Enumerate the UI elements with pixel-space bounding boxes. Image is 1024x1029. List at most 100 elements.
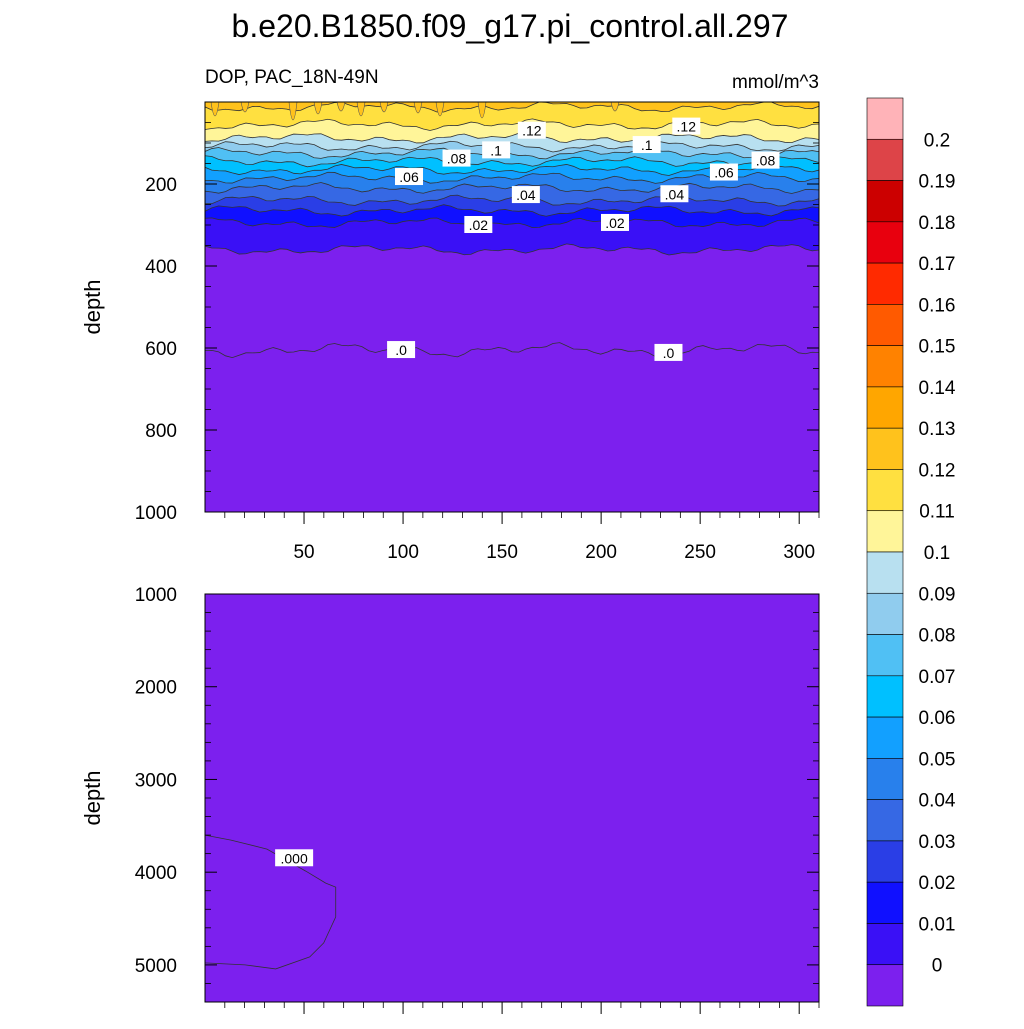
colorbar-swatch xyxy=(866,675,904,718)
colorbar-label: 0.11 xyxy=(919,502,955,523)
contour-label-bg xyxy=(672,117,701,135)
contour-label: .06 xyxy=(709,163,738,181)
contour-label: .02 xyxy=(464,216,493,233)
y-tick-label: 1000 xyxy=(135,503,177,524)
contour-label-bg xyxy=(751,151,780,169)
colorbar-label: 0.09 xyxy=(919,584,956,605)
x-tick-label: 300 xyxy=(783,542,815,563)
contour-line xyxy=(205,140,819,153)
colorbar-label: 0.06 xyxy=(919,708,956,729)
contour-label-text: .04 xyxy=(665,186,685,202)
contour-band xyxy=(205,118,819,143)
colorbar-swatch xyxy=(866,881,904,924)
subtitle-left: DOP, PAC_18N-49N xyxy=(205,67,379,88)
contour-label: .1 xyxy=(632,136,661,154)
contour-label-text: .0 xyxy=(395,342,407,358)
contour-label-text: .08 xyxy=(756,153,776,169)
contour-label-bg xyxy=(660,185,689,203)
y-tick-label: 400 xyxy=(145,257,177,278)
upper-ylabel: depth xyxy=(80,279,105,334)
y-tick-label: 200 xyxy=(145,175,177,196)
contour-line xyxy=(205,132,819,144)
colorbar-swatch xyxy=(866,427,904,470)
contour-label: .12 xyxy=(517,121,546,139)
y-tick-label: 1000 xyxy=(135,585,177,606)
colorbar-swatch xyxy=(866,138,904,181)
upper-panel: .12 .12 .1 .1 .08 .08 .06 .06 .04 .04 .02 .02 .0 .0 20… xyxy=(80,101,820,563)
colorbar-label: 0.16 xyxy=(919,295,956,316)
contour-label: .08 xyxy=(751,151,780,169)
colorbar-swatch xyxy=(866,469,904,512)
contour-label: .0 xyxy=(387,341,416,359)
contour-label-text: .000 xyxy=(281,850,308,866)
x-tick-label: 150 xyxy=(486,542,518,563)
colorbar-swatch xyxy=(866,180,904,223)
contour-label: .12 xyxy=(672,117,701,135)
contour-label: .0 xyxy=(654,343,683,361)
colorbar-label: 0.01 xyxy=(919,914,956,935)
colorbar-label: 0.12 xyxy=(919,460,956,481)
contour-label-text: .12 xyxy=(677,119,697,135)
contour-line xyxy=(205,155,819,168)
colorbar-label: 0.2 xyxy=(924,130,950,151)
contour-band xyxy=(205,204,819,228)
contour-label-text: .0 xyxy=(663,345,675,361)
colorbar-label: 0 xyxy=(932,956,943,977)
contour-label-bg xyxy=(464,216,493,233)
contour-label: .1 xyxy=(482,141,511,159)
colorbar-label: 0.04 xyxy=(919,791,956,812)
contour-label-bg xyxy=(387,341,416,359)
colorbar-swatch xyxy=(866,262,904,305)
colorbar-swatch xyxy=(866,97,904,140)
colorbar-swatch xyxy=(866,592,904,635)
contour-label-bg xyxy=(632,136,661,154)
y-tick-label: 5000 xyxy=(135,956,177,977)
colorbar-label: 0.1 xyxy=(924,543,950,564)
x-tick-label: 250 xyxy=(684,542,716,563)
colorbar-label: 0.15 xyxy=(919,337,956,358)
lower-ylabel: depth xyxy=(80,770,105,825)
y-tick-label: 600 xyxy=(145,339,177,360)
contour-label-text: .02 xyxy=(469,217,489,233)
contour-band xyxy=(205,217,819,255)
lower-panel: .000 1000 2000 3000 4000 5000 depth xyxy=(80,585,820,1014)
colorbar-label: 0.18 xyxy=(919,213,956,234)
colorbar-swatch xyxy=(866,923,904,966)
x-tick-label: 50 xyxy=(293,542,314,563)
contour-label-bg xyxy=(511,186,540,204)
colorbar-swatch xyxy=(866,221,904,264)
contour-band xyxy=(205,172,819,194)
contour-label-bg xyxy=(482,141,511,159)
contour-band xyxy=(205,342,819,512)
contour-label-text: .06 xyxy=(399,169,419,185)
contour-line xyxy=(205,147,819,160)
x-tick-label: 200 xyxy=(585,542,617,563)
contour-label: .000 xyxy=(275,849,314,867)
colorbar-label: 0.02 xyxy=(919,873,956,894)
contour-label-bg xyxy=(600,213,629,231)
contour-label-bg xyxy=(517,121,546,139)
contour-label-text: .04 xyxy=(516,187,536,203)
y-tick-label: 4000 xyxy=(135,863,177,884)
contour-label-bg xyxy=(709,163,738,181)
contour-label-text: .1 xyxy=(641,137,653,153)
contour-label-text: .1 xyxy=(490,142,502,158)
colorbar-swatch xyxy=(866,634,904,677)
contour-line xyxy=(205,102,819,113)
contour-line xyxy=(205,204,819,217)
contour-band xyxy=(205,155,819,176)
contour-line xyxy=(205,118,819,131)
contour-line xyxy=(205,217,819,228)
colorbar-swatch xyxy=(866,716,904,759)
colorbar-label: 0.05 xyxy=(919,749,956,770)
contour-label: .04 xyxy=(660,185,689,203)
contour-band xyxy=(205,147,819,167)
colorbar-swatch xyxy=(866,345,904,388)
contour-label-bg xyxy=(395,168,424,186)
contour-label: .08 xyxy=(442,149,471,167)
contour-label-bg xyxy=(654,343,683,361)
contour-label: .02 xyxy=(600,213,629,231)
x-tick-label: 100 xyxy=(387,542,419,563)
colorbar-label: 0.17 xyxy=(919,254,956,275)
colorbar-swatch xyxy=(866,758,904,800)
